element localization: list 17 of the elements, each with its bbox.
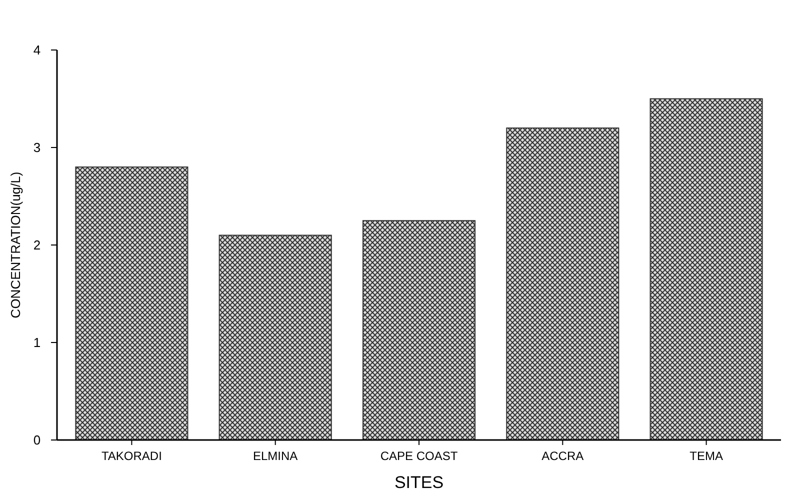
bar <box>218 234 332 440</box>
y-tick-label: 1 <box>33 335 41 350</box>
x-tick-label: ACCRA <box>542 449 584 463</box>
x-tick-label: ELMINA <box>253 449 298 463</box>
x-tick-label: TEMA <box>690 449 723 463</box>
bar <box>506 128 620 440</box>
bar <box>362 220 476 440</box>
y-tick-label: 4 <box>33 42 41 58</box>
y-tick-label: 2 <box>33 238 41 253</box>
x-tick-label: CAPE COAST <box>380 449 458 463</box>
y-tick-label: 0 <box>33 432 41 448</box>
x-tick-label: TAKORADI <box>101 449 162 463</box>
bar <box>75 166 188 440</box>
y-tick-label: 3 <box>33 140 41 156</box>
x-axis-title: SITES <box>394 473 444 492</box>
y-axis-title: CONCENTRATION(ug/L) <box>8 172 23 318</box>
bar <box>650 98 763 440</box>
